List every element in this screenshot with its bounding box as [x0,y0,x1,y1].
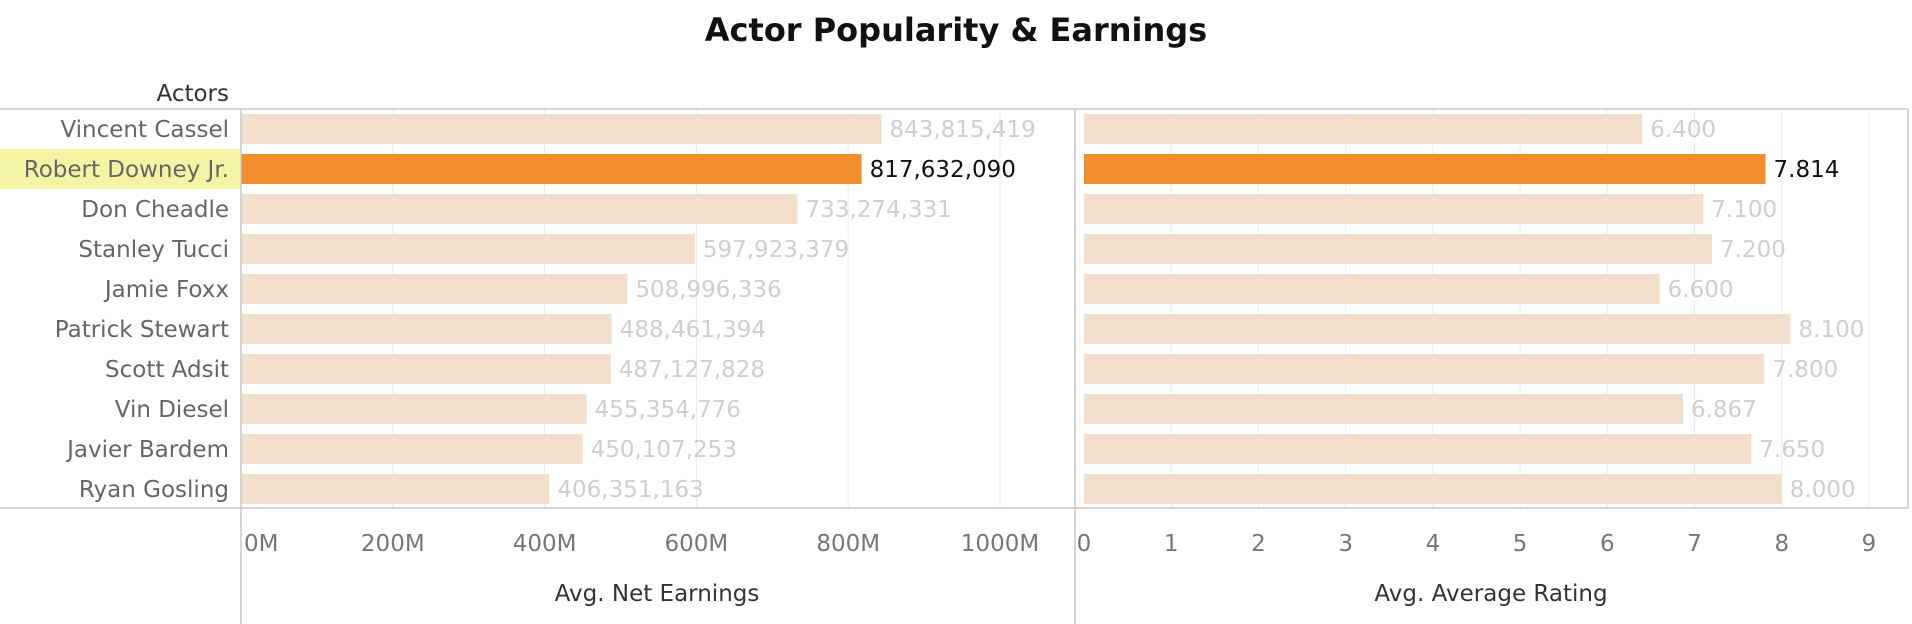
earnings-tick-label: 800M [816,531,880,557]
actor-label[interactable]: Javier Bardem [65,437,229,463]
actor-label[interactable]: Vincent Cassel [60,117,229,143]
row-header: Actors [156,81,229,107]
rating-value-label: 7.200 [1720,237,1786,263]
rating-value-label: 7.100 [1711,197,1777,223]
rating-tick-label: 2 [1251,531,1266,557]
rating-bar[interactable] [1084,394,1683,424]
rating-value-label: 8.100 [1799,317,1865,343]
earnings-bar[interactable] [241,354,611,384]
rating-value-label: 6.600 [1668,277,1734,303]
actor-label[interactable]: Stanley Tucci [78,237,229,263]
earnings-bar[interactable] [241,154,862,184]
rating-bar[interactable] [1084,114,1643,144]
rating-bar[interactable] [1084,314,1791,344]
actor-label[interactable]: Scott Adsit [105,357,229,383]
rating-bar[interactable] [1084,474,1782,504]
rating-value-label: 8.000 [1790,477,1856,503]
rating-tick-label: 8 [1774,531,1789,557]
rating-value-label: 7.650 [1759,437,1825,463]
actor-label[interactable]: Ryan Gosling [79,477,229,503]
earnings-bar[interactable] [241,234,695,264]
earnings-tick-label: 0M [244,531,278,557]
rating-bar[interactable] [1084,194,1704,224]
earnings-bar[interactable] [241,114,882,144]
rating-tick-label: 7 [1687,531,1702,557]
rating-tick-label: 3 [1338,531,1353,557]
earnings-axis-title: Avg. Net Earnings [555,581,760,607]
earnings-value-label: 508,996,336 [635,277,781,303]
rating-value-label: 6.867 [1691,397,1757,423]
earnings-value-label: 733,274,331 [806,197,952,223]
earnings-value-label: 450,107,253 [591,437,737,463]
earnings-value-label: 455,354,776 [595,397,741,423]
earnings-tick-label: 600M [665,531,729,557]
earnings-bar[interactable] [241,314,612,344]
earnings-value-label: 597,923,379 [703,237,849,263]
actor-label[interactable]: Jamie Foxx [103,277,229,303]
rating-tick-label: 9 [1862,531,1877,557]
actor-label[interactable]: Don Cheadle [81,197,229,223]
rating-tick-label: 1 [1164,531,1179,557]
highlight-label-bg [0,149,240,189]
actor-label[interactable]: Patrick Stewart [55,317,229,343]
earnings-value-label: 488,461,394 [620,317,766,343]
rating-axis-title: Avg. Average Rating [1374,581,1607,607]
actor-label[interactable]: Vin Diesel [115,397,229,423]
rating-bar[interactable] [1084,274,1660,304]
rating-tick-label: 6 [1600,531,1615,557]
rating-value-label: 7.800 [1772,357,1838,383]
earnings-tick-label: 200M [361,531,425,557]
rating-bar[interactable] [1084,434,1752,464]
earnings-bar[interactable] [241,474,550,504]
earnings-bar[interactable] [241,274,628,304]
earnings-value-label: 817,632,090 [870,157,1016,183]
earnings-value-label: 487,127,828 [619,357,765,383]
rating-bar[interactable] [1084,154,1766,184]
rating-tick-label: 4 [1426,531,1441,557]
rating-bar[interactable] [1084,234,1712,264]
earnings-bar[interactable] [241,394,587,424]
chart-title: Actor Popularity & Earnings [705,11,1207,49]
earnings-bar[interactable] [241,194,798,224]
rating-tick-label: 5 [1513,531,1528,557]
rating-tick-label: 0 [1077,531,1092,557]
earnings-tick-label: 1000M [961,531,1039,557]
earnings-value-label: 406,351,163 [557,477,703,503]
rating-value-label: 6.400 [1650,117,1716,143]
rating-bar[interactable] [1084,354,1765,384]
earnings-value-label: 843,815,419 [889,117,1035,143]
earnings-bar[interactable] [241,434,583,464]
earnings-tick-label: 400M [513,531,577,557]
rating-value-label: 7.814 [1774,157,1840,183]
actor-label[interactable]: Robert Downey Jr. [24,157,229,183]
